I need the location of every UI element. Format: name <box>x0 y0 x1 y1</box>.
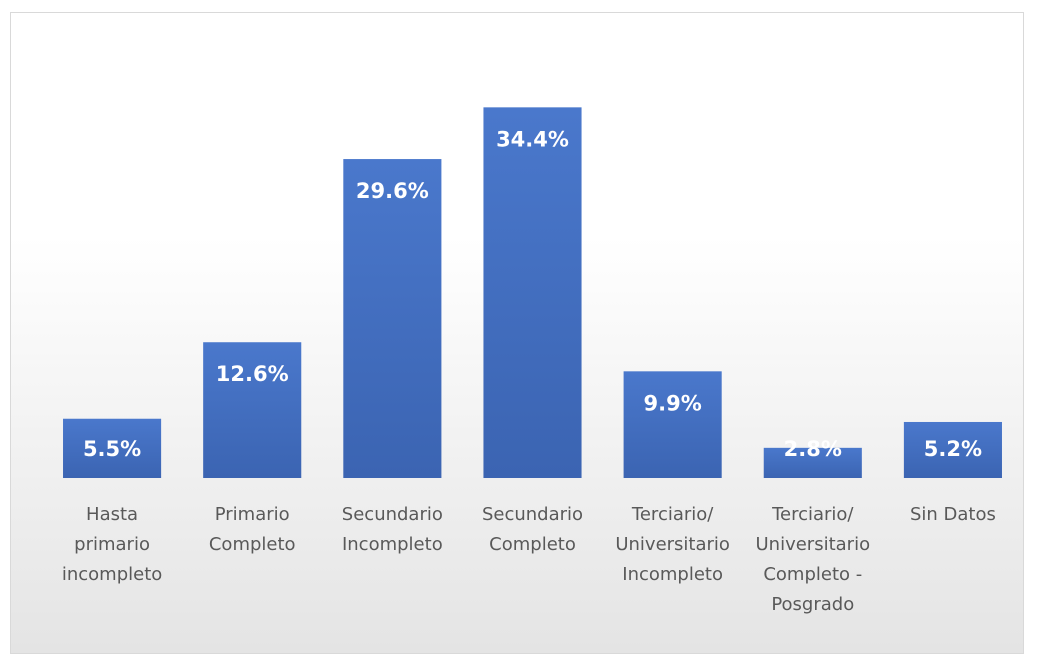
x-tick-label: Sin Datos <box>909 504 996 525</box>
plot: 5.5% 12.6% 29.6% 34.4% 9.9% 2.8% 5.2% <box>63 107 1002 478</box>
bar <box>483 107 582 478</box>
bar <box>203 342 302 478</box>
bar <box>623 371 722 478</box>
bar <box>63 418 162 478</box>
x-tick-label: Secundario Completo <box>481 504 584 555</box>
data-label: 34.4% <box>496 127 569 151</box>
data-label: 2.8% <box>784 437 842 461</box>
chart: 5.5% 12.6% 29.6% 34.4% 9.9% 2.8% 5.2% Hasta pr… <box>10 12 1024 654</box>
bar <box>763 447 862 478</box>
x-tick-label: Terciario/ Universitario Completo - Posg… <box>755 504 871 615</box>
x-tick-label: Hasta primario incompleto <box>61 504 163 585</box>
data-label: 12.6% <box>216 362 289 386</box>
data-label: 5.5% <box>83 437 141 461</box>
data-label: 9.9% <box>644 391 702 415</box>
bar <box>903 421 1002 478</box>
x-tick-label: Primario Completo <box>208 504 296 555</box>
data-label: 5.2% <box>924 437 982 461</box>
x-tick-label: Terciario/ Universitario Incompleto <box>615 504 730 585</box>
bar <box>343 159 442 478</box>
x-tick-label: Secundario Incompleto <box>341 504 443 555</box>
data-label: 29.6% <box>356 179 429 203</box>
